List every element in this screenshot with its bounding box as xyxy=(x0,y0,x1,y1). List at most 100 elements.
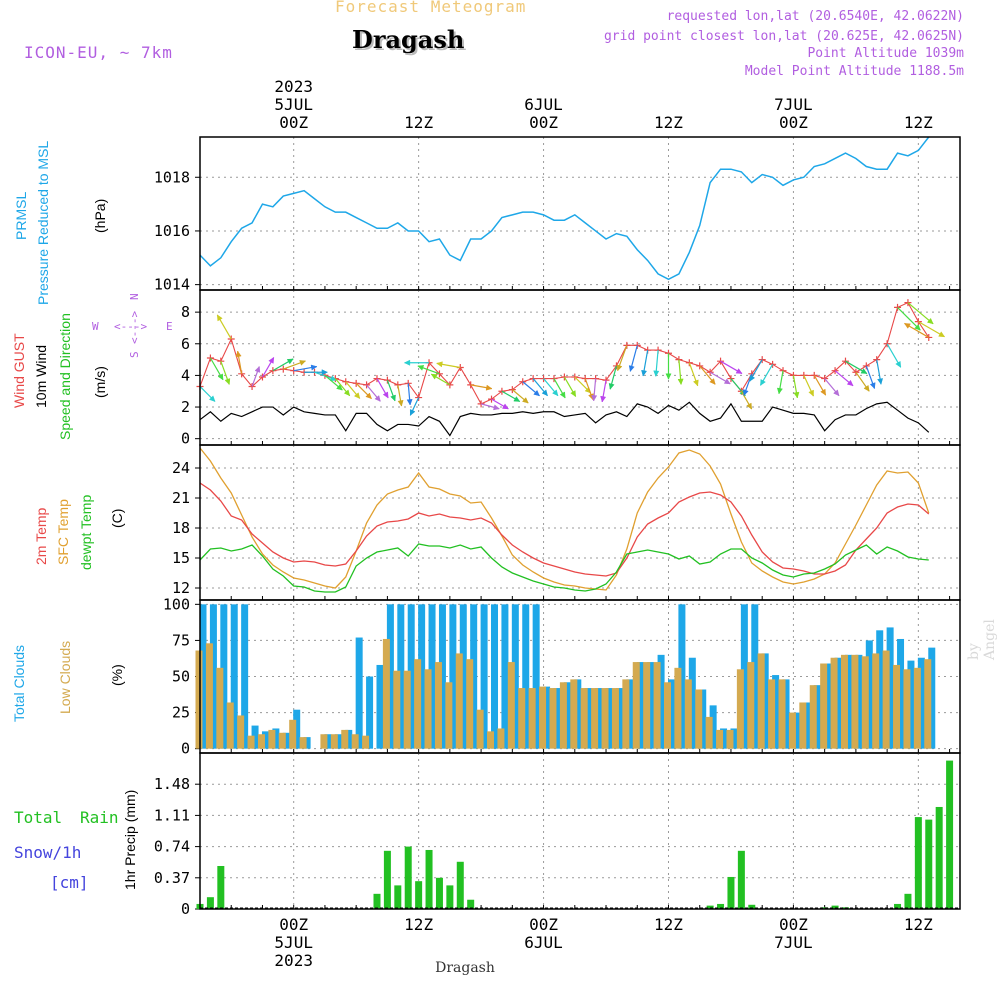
requested-coords: requested lon,lat (20.6540E, 42.0622N) xyxy=(666,9,964,24)
gust-marker xyxy=(217,357,225,365)
low-cloud-bar xyxy=(788,712,796,749)
total-cloud-bar xyxy=(511,604,519,749)
wind-arrow-head xyxy=(559,391,566,399)
wind-arrow-head xyxy=(397,399,404,407)
gust-marker xyxy=(581,375,589,383)
low-cloud-bar xyxy=(768,679,776,749)
total-cloud-bar xyxy=(876,630,884,749)
total-cloud-bar xyxy=(480,604,488,749)
rain-bar xyxy=(935,806,943,909)
rain-bar xyxy=(456,861,464,909)
rain-bar xyxy=(717,903,725,909)
low-cloud-bar xyxy=(684,679,692,749)
low-cloud-bar xyxy=(830,657,838,749)
total-cloud-bar xyxy=(647,662,655,749)
wind-arrow-head xyxy=(746,402,752,410)
total-cloud-bar xyxy=(615,688,623,749)
compass-south: S xyxy=(128,351,141,358)
rain-bar xyxy=(831,905,839,909)
low-cloud-bar xyxy=(913,667,921,749)
gust-marker xyxy=(904,299,912,307)
wind-arrow-head xyxy=(641,369,648,377)
pressure-label-long: Pressure Reduced to MSL xyxy=(35,141,51,305)
low-cloud-bar xyxy=(205,643,213,749)
y-tick-label: 24 xyxy=(172,459,190,477)
gust-marker xyxy=(363,381,371,389)
y-tick-label: 75 xyxy=(172,631,190,649)
total-cloud-bar xyxy=(376,664,384,749)
total-cloud-bar xyxy=(855,654,863,749)
total-cloud-bar xyxy=(282,732,290,749)
wind-arrow-head xyxy=(551,389,559,397)
low-cloud-bar xyxy=(716,729,724,749)
bottom-time-label: 12Z xyxy=(904,915,933,934)
wind-arrow-head xyxy=(403,359,411,366)
top-time-label: 00Z xyxy=(279,113,308,132)
low-cloud-bar xyxy=(257,734,265,749)
wind-gust-line xyxy=(199,301,930,405)
gust-marker xyxy=(685,359,693,367)
wind-arrow-head xyxy=(522,397,529,404)
gust-marker xyxy=(727,375,735,383)
clouds-unit: (%) xyxy=(109,664,125,686)
footer-location: Dragash xyxy=(435,960,495,976)
total-cloud-bar xyxy=(386,604,394,749)
total-cloud-bar xyxy=(334,734,342,749)
total-cloud-bar xyxy=(605,688,613,749)
gust-marker xyxy=(383,376,391,384)
y-tick-label: 1018 xyxy=(154,168,190,186)
top-time-label: 12Z xyxy=(404,113,433,132)
total-cloud-bar xyxy=(626,679,634,749)
low-cloud-bar xyxy=(809,685,817,749)
gust-marker xyxy=(248,382,256,390)
total-cloud-bar xyxy=(438,604,446,749)
low-cloud-bar xyxy=(903,669,911,749)
compass-ew-arrow: <---> xyxy=(114,320,147,333)
model-name: ICON-EU, ~ 7km xyxy=(24,43,173,62)
wind-arrow-head xyxy=(365,392,372,400)
gust-marker xyxy=(571,373,579,381)
total-cloud-bar xyxy=(584,688,592,749)
y-tick-label: 0 xyxy=(181,740,190,758)
wind-arrow-head xyxy=(846,379,854,387)
top-time-label: 12Z xyxy=(654,113,683,132)
low-cloud-bar xyxy=(778,679,786,749)
total-cloud-bar xyxy=(792,712,800,749)
low-cloud-bar xyxy=(434,662,442,749)
total-cloud-bar xyxy=(678,604,686,749)
temp-series-line xyxy=(199,543,929,593)
wind-speed-line xyxy=(199,401,930,437)
temperature-panel xyxy=(195,444,961,601)
total-cloud-bar xyxy=(782,679,790,749)
total-cloud-bar xyxy=(470,604,478,749)
gridpoint-coords: grid point closest lon,lat (20.625E, 42.… xyxy=(603,29,964,44)
wind-arrow-head xyxy=(743,389,749,396)
low-cloud-bar xyxy=(549,688,557,749)
point-altitude: Point Altitude 1039m xyxy=(807,46,964,61)
wind-arrow-head xyxy=(914,324,921,331)
wind-arrow-head xyxy=(374,395,381,402)
low-cloud-bar xyxy=(924,659,932,749)
top-time-label: 7JUL xyxy=(774,95,813,114)
bottom-time-label: 00Z xyxy=(279,915,308,934)
wind-arrow-head xyxy=(616,364,623,372)
temp-series-line xyxy=(199,482,930,577)
total-cloud-bar xyxy=(740,604,748,749)
wind-arrow-head xyxy=(417,365,425,371)
gust-marker xyxy=(821,375,829,383)
low-cloud-bar xyxy=(226,702,234,749)
gust-marker xyxy=(623,341,631,349)
gust-marker xyxy=(831,367,839,375)
total-cloud-bar xyxy=(865,640,873,749)
top-time-label: 00Z xyxy=(529,113,558,132)
total-cloud-bar xyxy=(824,663,832,749)
total-cloud-bar xyxy=(303,737,311,749)
low-cloud-bar xyxy=(507,662,515,749)
total-cloud-bar xyxy=(407,604,415,749)
model-point-altitude: Model Point Altitude 1188.5m xyxy=(744,64,964,79)
low-cloud-bar xyxy=(403,670,411,749)
y-tick-label: 6 xyxy=(181,335,190,353)
gust-marker xyxy=(435,370,443,378)
chart-top-title: Forecast Meteogram xyxy=(335,0,527,16)
low-cloud-bar xyxy=(539,686,547,749)
